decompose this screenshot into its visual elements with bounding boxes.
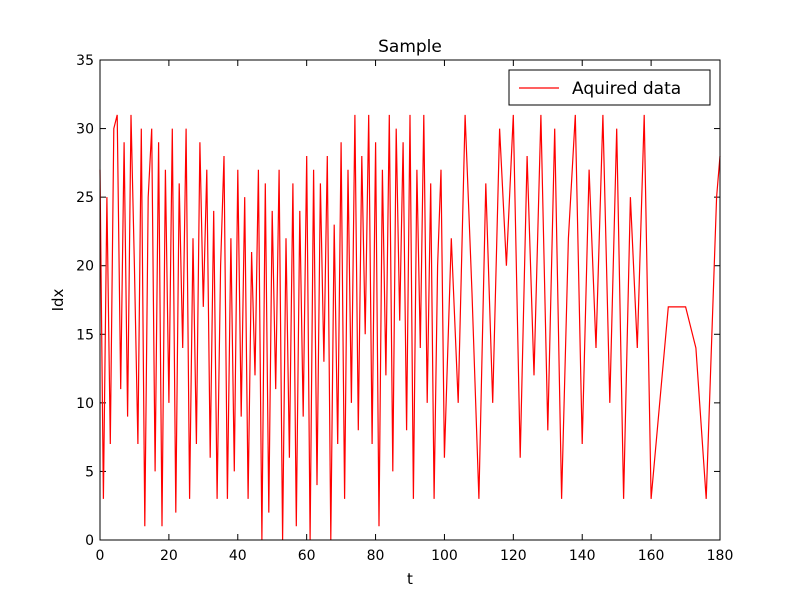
x-tick-label: 160 bbox=[638, 548, 665, 564]
y-tick-label: 35 bbox=[76, 53, 94, 69]
y-tick-label: 30 bbox=[76, 122, 94, 138]
x-tick-label: 120 bbox=[500, 548, 527, 564]
y-tick-label: 25 bbox=[76, 190, 94, 206]
series-line-aquired-data bbox=[99, 114, 721, 541]
y-tick-label: 10 bbox=[76, 396, 94, 412]
y-tick-label: 0 bbox=[85, 533, 94, 549]
x-tick-label: 60 bbox=[298, 548, 316, 564]
y-tick-label: 20 bbox=[76, 259, 94, 275]
axis-ticks: 0 20 40 60 80 100 120 140 160 180 0 5 10 15 20 25 30 35 bbox=[76, 53, 733, 564]
y-tick-label: 5 bbox=[85, 464, 94, 480]
legend: Aquired data bbox=[508, 69, 711, 106]
legend-label: Aquired data bbox=[572, 79, 681, 99]
x-tick-label: 0 bbox=[96, 548, 105, 564]
x-tick-label: 100 bbox=[431, 548, 458, 564]
chart-title: Sample bbox=[378, 37, 442, 57]
x-tick-label: 40 bbox=[229, 548, 247, 564]
x-tick-label: 180 bbox=[707, 548, 734, 564]
y-tick-label: 15 bbox=[76, 327, 94, 343]
x-axis-title: t bbox=[407, 570, 413, 588]
series-layer bbox=[99, 114, 721, 541]
x-tick-label: 140 bbox=[569, 548, 596, 564]
plot-frame bbox=[99, 59, 721, 541]
x-tick-label: 20 bbox=[160, 548, 178, 564]
y-axis-title: Idx bbox=[49, 288, 67, 311]
x-tick-label: 80 bbox=[367, 548, 385, 564]
